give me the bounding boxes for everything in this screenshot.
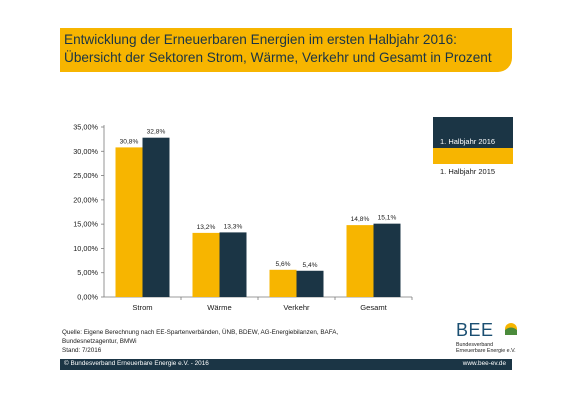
source-line-3: Stand: 7/2016: [62, 347, 102, 355]
bar: [373, 223, 401, 297]
bar: [219, 232, 247, 297]
x-tick-label: Strom: [132, 303, 152, 312]
legend-swatch-2016: [433, 117, 513, 152]
bar-value-label: 13,2%: [197, 224, 216, 231]
y-tick-label: 5,00%: [77, 268, 98, 277]
bar-value-label: 15,1%: [378, 215, 397, 222]
y-tick-label: 35,00%: [73, 123, 98, 132]
x-tick-label: Verkehr: [283, 303, 310, 312]
logo-subtitle: Bundesverband Erneuerbare Energie e.V.: [456, 342, 516, 355]
bar-value-label: 5,4%: [302, 262, 317, 269]
bar-value-label: 13,3%: [224, 223, 243, 230]
logo-sub-line-1: Bundesverband: [456, 342, 494, 348]
logo-sub-line-2: Erneuerbare Energie e.V.: [456, 348, 516, 355]
bee-logo: BEE Bundesverband Erneuerbare Energie e.…: [456, 320, 522, 360]
footer-bar: © Bundesverband Erneuerbare Energie e.V.…: [60, 359, 512, 370]
bar: [346, 225, 374, 297]
legend-label-2016: 1. Halbjahr 2016: [440, 137, 496, 146]
bar-value-label: 32,8%: [147, 129, 166, 136]
source-line-2: Bundesnetzagentur, BMWi: [62, 338, 137, 346]
y-tick-label: 15,00%: [73, 220, 98, 229]
footer-website-link[interactable]: www.bee-ev.de: [462, 360, 506, 367]
y-tick-label: 30,00%: [73, 147, 98, 156]
chart-title: Entwicklung der Erneuerbaren Energien im…: [64, 32, 457, 47]
logo-sun-icon: [505, 323, 517, 335]
bar: [192, 232, 220, 297]
y-tick-label: 10,00%: [73, 244, 98, 253]
source-line-1: Quelle: Eigene Berechnung nach EE-Sparte…: [62, 329, 339, 336]
y-tick-label: 0,00%: [77, 293, 98, 302]
x-tick-label: Gesamt: [360, 303, 387, 312]
footer-copyright: © Bundesverband Erneuerbare Energie e.V.…: [64, 360, 209, 367]
y-tick-label: 20,00%: [73, 195, 98, 204]
bar-value-label: 5,6%: [275, 261, 290, 268]
bar: [269, 269, 297, 297]
chart-title-banner: Entwicklung der Erneuerbaren Energien im…: [60, 28, 512, 72]
x-tick-label: Wärme: [207, 303, 231, 312]
bar: [115, 147, 143, 297]
legend-swatch-2015: [433, 148, 513, 164]
bar-value-label: 14,8%: [351, 216, 370, 223]
bar-value-label: 30,8%: [120, 138, 139, 145]
source-note: Quelle: Eigene Berechnung nach EE-Sparte…: [62, 328, 422, 356]
bar: [142, 137, 170, 297]
chart-subtitle: Übersicht der Sektoren Strom, Wärme, Ver…: [64, 50, 492, 65]
logo-text: BEE: [456, 320, 494, 340]
y-tick-label: 25,00%: [73, 171, 98, 180]
bar: [296, 270, 324, 297]
legend-label-2015: 1. Halbjahr 2015: [440, 167, 496, 176]
